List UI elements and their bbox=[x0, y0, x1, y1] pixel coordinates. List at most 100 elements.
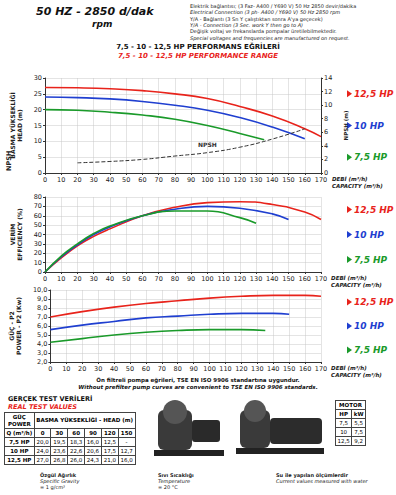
svg-text:0: 0 bbox=[38, 169, 42, 177]
svg-text:150: 150 bbox=[282, 176, 294, 184]
svg-text:NPSH (m): NPSH (m) bbox=[343, 110, 349, 140]
svg-text:CAPACITY (m³/h): CAPACITY (m³/h) bbox=[331, 372, 382, 378]
svg-text:60: 60 bbox=[34, 212, 42, 220]
svg-text:20: 20 bbox=[73, 176, 81, 184]
svg-text:BASMA YÜKSEKLİĞİ: BASMA YÜKSEKLİĞİ bbox=[9, 92, 16, 158]
svg-text:130: 130 bbox=[250, 176, 262, 184]
svg-text:20: 20 bbox=[34, 249, 42, 257]
svg-text:110: 110 bbox=[217, 275, 229, 283]
svg-text:50: 50 bbox=[34, 221, 42, 229]
svg-text:14: 14 bbox=[324, 74, 332, 82]
svg-text:10 HP: 10 HP bbox=[354, 321, 384, 331]
svg-text:0: 0 bbox=[43, 176, 47, 184]
svg-text:EFFICIENCY (%): EFFICIENCY (%) bbox=[16, 208, 23, 261]
svg-text:VERİM: VERİM bbox=[9, 224, 16, 246]
svg-text:7,0: 7,0 bbox=[37, 313, 47, 321]
svg-text:160: 160 bbox=[299, 176, 311, 184]
svg-text:25: 25 bbox=[34, 90, 42, 98]
svg-text:170: 170 bbox=[315, 275, 327, 283]
svg-text:6: 6 bbox=[324, 128, 328, 136]
svg-text:10: 10 bbox=[34, 259, 42, 267]
svg-text:70: 70 bbox=[155, 275, 163, 283]
svg-text:80: 80 bbox=[171, 275, 179, 283]
svg-text:10: 10 bbox=[57, 275, 65, 283]
svg-text:60: 60 bbox=[138, 275, 146, 283]
svg-text:30: 30 bbox=[94, 365, 102, 373]
svg-text:130: 130 bbox=[251, 365, 263, 373]
svg-text:2,0: 2,0 bbox=[37, 358, 47, 366]
svg-text:10 HP: 10 HP bbox=[354, 230, 384, 240]
svg-text:70: 70 bbox=[155, 176, 163, 184]
svg-text:110: 110 bbox=[219, 365, 231, 373]
svg-text:9,0: 9,0 bbox=[37, 295, 47, 303]
svg-text:7,5 HP: 7,5 HP bbox=[354, 152, 388, 162]
svg-text:12,5 HP: 12,5 HP bbox=[354, 89, 394, 99]
svg-text:DEBİ (m³/h): DEBİ (m³/h) bbox=[331, 364, 367, 371]
svg-text:8,0: 8,0 bbox=[37, 304, 47, 312]
svg-text:10 HP: 10 HP bbox=[354, 121, 384, 131]
svg-text:100: 100 bbox=[203, 365, 215, 373]
svg-text:5: 5 bbox=[38, 153, 42, 161]
svg-text:10: 10 bbox=[324, 101, 332, 109]
svg-text:160: 160 bbox=[299, 365, 311, 373]
svg-text:CAPACITY (m³/h): CAPACITY (m³/h) bbox=[332, 183, 383, 189]
svg-text:170: 170 bbox=[315, 365, 327, 373]
svg-text:12,5 HP: 12,5 HP bbox=[354, 205, 394, 215]
svg-text:90: 90 bbox=[187, 176, 195, 184]
svg-text:HEAD (m): HEAD (m) bbox=[16, 109, 23, 142]
svg-text:40: 40 bbox=[110, 365, 118, 373]
svg-text:DEBİ (m³/h): DEBİ (m³/h) bbox=[332, 175, 368, 182]
svg-text:40: 40 bbox=[34, 231, 42, 239]
svg-text:110: 110 bbox=[217, 176, 229, 184]
svg-text:20: 20 bbox=[34, 106, 42, 114]
svg-text:30: 30 bbox=[90, 176, 98, 184]
svg-text:20: 20 bbox=[78, 365, 86, 373]
svg-text:140: 140 bbox=[266, 275, 278, 283]
svg-text:80: 80 bbox=[171, 176, 179, 184]
svg-text:40: 40 bbox=[106, 275, 114, 283]
svg-text:0: 0 bbox=[48, 365, 52, 373]
svg-text:4: 4 bbox=[324, 142, 328, 150]
svg-text:10: 10 bbox=[62, 365, 70, 373]
svg-text:10: 10 bbox=[57, 176, 65, 184]
svg-text:10,0: 10,0 bbox=[33, 286, 47, 294]
svg-text:7,5 HP: 7,5 HP bbox=[354, 255, 388, 265]
svg-text:15: 15 bbox=[34, 122, 42, 130]
svg-text:60: 60 bbox=[142, 365, 150, 373]
svg-text:0: 0 bbox=[43, 275, 47, 283]
svg-text:120: 120 bbox=[235, 365, 247, 373]
svg-text:30: 30 bbox=[34, 74, 42, 82]
svg-text:100: 100 bbox=[201, 176, 213, 184]
svg-text:160: 160 bbox=[299, 275, 311, 283]
svg-text:0: 0 bbox=[38, 268, 42, 276]
svg-text:50: 50 bbox=[122, 275, 130, 283]
svg-text:12,5 HP: 12,5 HP bbox=[354, 297, 394, 307]
svg-text:7,5 HP: 7,5 HP bbox=[354, 345, 388, 355]
svg-text:120: 120 bbox=[234, 275, 246, 283]
svg-text:50: 50 bbox=[126, 365, 134, 373]
svg-text:4,0: 4,0 bbox=[37, 340, 47, 348]
svg-text:CAPACITY (m³/h): CAPACITY (m³/h) bbox=[331, 282, 382, 288]
svg-text:150: 150 bbox=[283, 365, 295, 373]
svg-text:90: 90 bbox=[187, 275, 195, 283]
svg-text:12: 12 bbox=[324, 88, 332, 96]
svg-text:100: 100 bbox=[201, 275, 213, 283]
svg-text:30: 30 bbox=[90, 275, 98, 283]
svg-text:10: 10 bbox=[34, 137, 42, 145]
svg-text:POWER - P2 (Kw): POWER - P2 (Kw) bbox=[15, 297, 22, 355]
svg-text:170: 170 bbox=[315, 176, 327, 184]
svg-text:60: 60 bbox=[138, 176, 146, 184]
svg-text:NPSH: NPSH bbox=[198, 141, 217, 148]
svg-text:6,0: 6,0 bbox=[37, 322, 47, 330]
svg-text:40: 40 bbox=[106, 176, 114, 184]
svg-text:8: 8 bbox=[324, 115, 328, 123]
svg-text:3,0: 3,0 bbox=[37, 349, 47, 357]
svg-text:80: 80 bbox=[34, 193, 42, 201]
svg-text:150: 150 bbox=[282, 275, 294, 283]
svg-text:5,0: 5,0 bbox=[37, 331, 47, 339]
svg-text:130: 130 bbox=[250, 275, 262, 283]
svg-text:120: 120 bbox=[234, 176, 246, 184]
svg-text:140: 140 bbox=[267, 365, 279, 373]
svg-text:2: 2 bbox=[324, 155, 328, 163]
svg-text:20: 20 bbox=[73, 275, 81, 283]
